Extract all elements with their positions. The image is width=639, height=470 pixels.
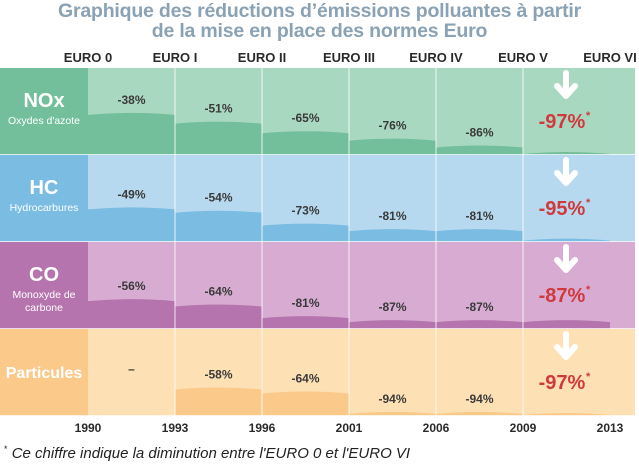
bar-particules-1 [175,387,262,416]
bar-nox-4 [436,145,523,155]
bar-co-3 [349,320,436,329]
norm-label-euro-i: EURO I [153,50,198,65]
bar-nox-3 [349,138,436,155]
bar-co-5 [523,320,610,329]
year-label-1993: 1993 [162,421,189,435]
value-label-hc-3: -81% [378,209,406,223]
year-label-2009: 2009 [510,421,537,435]
final-value-label-co: -87% [539,285,586,307]
year-label-1990: 1990 [75,421,102,435]
bar-hc-1 [175,210,262,242]
bar-particules-4 [436,411,523,416]
value-label-particules-3: -94% [378,392,406,406]
row-name-nox: NOx [23,90,64,112]
bar-particules-3 [349,411,436,416]
value-label-co-1: -64% [204,285,232,299]
value-label-nox-3: -76% [378,119,406,133]
final-value-label-particules: -97% [539,372,586,394]
chart-title-line-1: Graphique des réductions d’émissions pol… [57,0,581,22]
bar-hc-5 [523,238,610,242]
value-label-particules-1: -58% [204,367,232,381]
norm-label-euro-vi: EURO VI [583,50,636,65]
value-label-nox-2: -65% [291,111,319,125]
value-label-co-3: -87% [378,300,406,314]
down-arrow-icon-nox [554,70,578,99]
bar-hc-3 [349,229,436,242]
bar-hc-0 [88,207,175,242]
down-arrow-icon-particules [554,331,578,360]
bar-co-4 [436,320,523,329]
row-subtitle-co-1: carbone [25,302,63,314]
footnote-mark: * [4,444,8,454]
final-value-asterisk-co: * [586,284,591,296]
year-label-2006: 2006 [423,421,450,435]
value-label-nox-1: -51% [204,102,232,116]
chart-title-line-2: de la mise en place des normes Euro [151,20,488,42]
value-label-nox-4: -86% [465,125,493,139]
row-subtitle-hc-0: Hydrocarbures [10,202,79,214]
footnote: * Ce chiffre indique la diminution entre… [4,444,410,462]
bar-particules-2 [262,391,349,416]
value-label-particules-2: -64% [291,372,319,386]
final-value-asterisk-hc: * [586,197,591,209]
row-name-co: CO [29,264,59,286]
footnote-text: Ce chiffre indique la diminution entre l… [11,445,411,462]
row-name-hc: HC [30,177,59,199]
year-label-2013: 2013 [597,421,624,435]
bar-hc-4 [436,229,523,242]
bar-hc-2 [262,223,349,242]
row-label-panel-co [0,242,88,329]
bar-co-2 [262,316,349,329]
bar-nox-2 [262,131,349,155]
chart-title: Graphique des réductions d’émissions pol… [0,1,639,41]
row-label-panel-nox [0,68,88,155]
bar-co-1 [175,304,262,329]
value-label-hc-2: -73% [291,204,319,218]
value-label-co-2: -81% [291,296,319,310]
year-label-2001: 2001 [336,421,363,435]
value-label-co-4: -87% [465,300,493,314]
norm-label-euro-iv: EURO IV [409,50,463,65]
norm-label-euro-iii: EURO III [323,50,375,65]
value-label-particules-4: -94% [465,392,493,406]
emissions-chart: EURO 0 EURO I EURO II EURO III EURO IV EURO V… [0,50,637,435]
value-label-nox-0: -38% [117,93,145,107]
bar-nox-1 [175,121,262,155]
norm-label-euro-v: EURO V [498,50,548,65]
down-arrow-icon-hc [554,157,578,186]
value-label-hc-1: -54% [204,191,232,205]
row-label-panel-hc [0,155,88,242]
norm-label-euro-0: EURO 0 [64,50,112,65]
row-subtitle-co-0: Monoxyde de [12,289,75,301]
value-label-particules-0: – [128,362,135,376]
bar-nox-0 [88,112,175,155]
row-name-particules: Particules [6,365,83,382]
down-arrow-icon-co [554,244,578,273]
row-label-panel-particules [0,329,88,416]
norm-label-euro-ii: EURO II [238,50,286,65]
final-value-asterisk-nox: * [586,110,591,122]
year-label-1996: 1996 [249,421,276,435]
bar-co-0 [88,299,175,329]
final-value-label-hc: -95% [539,198,586,220]
value-label-co-0: -56% [117,279,145,293]
value-label-hc-4: -81% [465,209,493,223]
final-value-asterisk-particules: * [586,371,591,383]
value-label-hc-0: -49% [117,187,145,201]
final-value-label-nox: -97% [539,111,586,133]
row-subtitle-nox-0: Oxydes d'azote [8,115,80,127]
